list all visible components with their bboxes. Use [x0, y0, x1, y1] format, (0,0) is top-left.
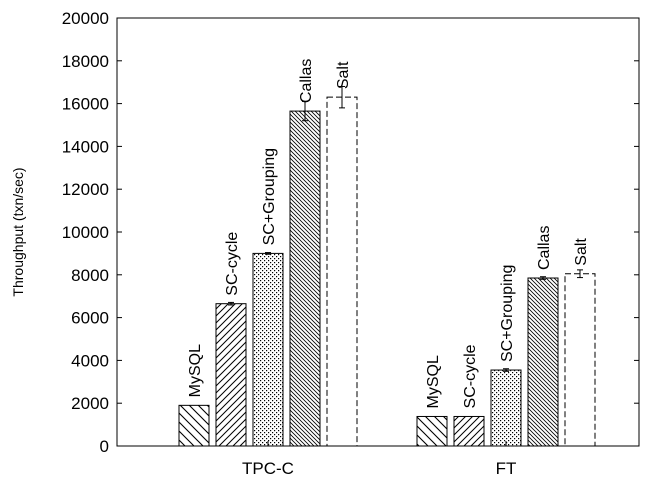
- plot-frame: [116, 17, 640, 447]
- bar-series-label: MySQL: [187, 344, 204, 397]
- bar-series-label: Salt: [335, 61, 352, 89]
- bar-callas-ft: [527, 277, 559, 447]
- bar-labels: MySQL SC-cycle SC+Grouping Callas Salt MySQL S…: [187, 59, 590, 409]
- bar-sc-grouping-tpc-c: [252, 252, 284, 447]
- y-tick-label: 20000: [62, 9, 109, 28]
- bar-sc-cycle-ft: [453, 415, 485, 447]
- bar-callas-tpc-c: [289, 110, 321, 447]
- y-tick-label: 16000: [62, 95, 109, 114]
- y-tick-label: 6000: [71, 309, 109, 328]
- bars: [178, 96, 596, 447]
- y-tick-label: 14000: [62, 137, 109, 156]
- y-tick-label: 12000: [62, 180, 109, 199]
- y-tick-label: 4000: [71, 351, 109, 370]
- y-tick-label: 2000: [71, 394, 109, 413]
- bar-sc-grouping-ft: [490, 369, 522, 447]
- x-category-label: TPC-C: [242, 459, 294, 478]
- y-axis-label: Throughput (txn/sec): [10, 167, 26, 296]
- bar-series-label: Salt: [573, 238, 590, 266]
- bar-salt-tpc-c: [326, 96, 358, 447]
- x-category-label: FT: [496, 459, 517, 478]
- bar-series-label: Callas: [298, 59, 315, 103]
- bar-series-label: SC-cycle: [462, 344, 479, 408]
- bar-sc-cycle-tpc-c: [215, 303, 247, 447]
- bar-series-label: Callas: [536, 226, 553, 270]
- y-tick-label: 8000: [71, 266, 109, 285]
- bar-mysql-tpc-c: [178, 404, 210, 447]
- bar-mysql-ft: [416, 415, 448, 447]
- y-tick-label: 0: [100, 437, 109, 456]
- y-tick-label: 18000: [62, 52, 109, 71]
- x-axis-categories: TPC-C FT: [242, 441, 516, 478]
- bar-series-label: SC-cycle: [224, 232, 241, 296]
- error-bars: [228, 85, 583, 372]
- y-axis-ticks: 0 2000 4000 6000 8000 10000 12000 14000 16000 180…: [62, 9, 639, 456]
- bar-series-label: SC+Grouping: [261, 148, 278, 245]
- bar-series-label: SC+Grouping: [499, 265, 516, 362]
- bar-salt-ft: [564, 273, 596, 447]
- y-tick-label: 10000: [62, 223, 109, 242]
- bar-series-label: MySQL: [425, 355, 442, 408]
